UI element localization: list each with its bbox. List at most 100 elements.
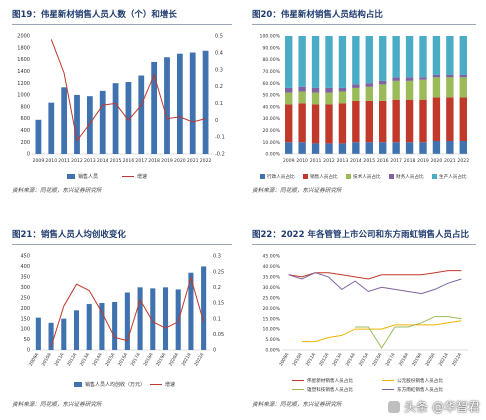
panel-title: 图20：伟星新材销售人员结构占比 bbox=[252, 10, 383, 20]
x-tick-label: 2017 bbox=[135, 158, 147, 164]
bar bbox=[176, 53, 183, 155]
x-tick-label: 2016A bbox=[371, 352, 383, 367]
x-tick-label: 2010A bbox=[41, 352, 53, 367]
x-tick-label: 2013A bbox=[79, 352, 91, 367]
stacked-segment bbox=[379, 142, 387, 154]
legend-swatch bbox=[346, 174, 351, 179]
x-tick-label: 2014 bbox=[97, 158, 109, 164]
x-tick-label: 2011 bbox=[310, 158, 322, 164]
legend-label: 财务人员占比 bbox=[396, 173, 424, 180]
stacked-segment bbox=[311, 143, 320, 154]
stacked-segment bbox=[325, 87, 333, 93]
stacked-segment bbox=[446, 36, 454, 75]
x-tick-label: 2012 bbox=[323, 158, 335, 164]
stacked-segment bbox=[338, 36, 347, 88]
y-tick-label: 30.00% bbox=[262, 285, 280, 291]
x-tick-label: 2015 bbox=[110, 158, 122, 164]
stacked-segment bbox=[459, 36, 467, 75]
y2-tick-label: -0.1 bbox=[215, 135, 225, 141]
stacked-segment bbox=[325, 143, 333, 154]
stacked-segment bbox=[405, 77, 414, 81]
y2-tick-label: 0.05 bbox=[213, 332, 224, 338]
x-tick-label: 2020A bbox=[424, 352, 436, 367]
x-tick-label: 2011 bbox=[58, 158, 70, 164]
y-tick-label: 1200 bbox=[17, 81, 30, 87]
series-line bbox=[355, 316, 462, 349]
bar bbox=[73, 310, 80, 350]
stacked-segment bbox=[446, 74, 454, 78]
stacked-segment bbox=[325, 104, 333, 144]
y-tick-label: 100.00% bbox=[260, 34, 281, 40]
y-tick-label: 1400 bbox=[17, 69, 30, 75]
legend-swatch bbox=[74, 382, 82, 387]
title-divider bbox=[12, 244, 232, 245]
x-tick-label: 2014A bbox=[345, 352, 357, 367]
bar bbox=[35, 317, 41, 350]
y-tick-label: 2000 bbox=[17, 34, 30, 40]
y2-tick-label: 0 bbox=[215, 118, 218, 124]
x-tick-label: 2020 bbox=[174, 158, 186, 164]
y-tick-label: 50 bbox=[24, 337, 30, 343]
stacked-segment bbox=[365, 142, 373, 154]
stacked-segment bbox=[405, 36, 414, 78]
x-tick-label: 2011A bbox=[305, 352, 317, 367]
stacked-segment bbox=[352, 87, 360, 101]
y2-tick-label: 0 bbox=[213, 348, 216, 354]
y-tick-label: 50.00% bbox=[262, 93, 280, 99]
panel-title: 图19：伟星新材销售人员人数（个）和增长 bbox=[12, 10, 177, 20]
stacked-segment bbox=[419, 142, 427, 154]
x-tick-label: 2015A bbox=[358, 352, 370, 367]
x-tick-label: 2017A bbox=[384, 352, 396, 367]
stacked-segment bbox=[285, 142, 293, 154]
stacked-segment bbox=[419, 79, 427, 100]
stacked-segment bbox=[285, 87, 293, 93]
stacked-segment bbox=[365, 86, 373, 101]
stacked-segment bbox=[379, 84, 387, 101]
y2-tick-label: 0.2 bbox=[213, 285, 221, 291]
x-tick-label: 2012A bbox=[318, 352, 330, 367]
watermark: 头条 @华智君 bbox=[388, 398, 480, 415]
x-tick-label: 2021 bbox=[444, 158, 456, 164]
stacked-segment bbox=[311, 36, 320, 88]
y-tick-label: 400 bbox=[20, 264, 30, 270]
stacked-segment bbox=[352, 84, 360, 88]
stacked-segment bbox=[379, 100, 387, 143]
x-tick-label: 2016 bbox=[123, 158, 135, 164]
x-tick-label: 2022A bbox=[193, 352, 205, 367]
x-tick-label: 2010A bbox=[291, 352, 303, 367]
stacked-segment bbox=[285, 36, 293, 88]
stacked-segment bbox=[392, 77, 400, 81]
y-tick-label: 15.00% bbox=[262, 316, 280, 322]
stacked-segment bbox=[352, 36, 360, 85]
x-tick-label: 2013 bbox=[84, 158, 96, 164]
legend-label: 技术人员占比 bbox=[353, 173, 381, 180]
stacked-segment bbox=[338, 103, 347, 144]
title-divider bbox=[252, 244, 476, 245]
x-tick-label: 2011A bbox=[53, 352, 65, 367]
y-tick-label: 40.00% bbox=[262, 104, 280, 110]
bar bbox=[48, 322, 54, 350]
panel-sales-headcount: 图19：伟星新材销售人员人数（个）和增长 0 200 400 600 800 1000 12… bbox=[12, 8, 232, 198]
y-tick-label: 200 bbox=[20, 140, 30, 146]
title-divider bbox=[12, 24, 232, 25]
x-tick-label: 2021A bbox=[438, 352, 450, 367]
source-note: 资料来源：同花顺，东兴证券研究所 bbox=[252, 402, 342, 408]
source-note: 资料来源：同花顺，东兴证券研究所 bbox=[12, 402, 102, 408]
y-tick-label: 20.00% bbox=[262, 306, 280, 312]
x-tick-label: 2009A bbox=[28, 352, 40, 367]
series-line bbox=[288, 270, 462, 280]
stacked-segment bbox=[432, 97, 441, 142]
panel-title: 图21：销售人员人均创收变化 bbox=[12, 230, 126, 240]
x-tick-label: 2017 bbox=[390, 158, 402, 164]
stacked-segment bbox=[446, 77, 454, 98]
bar bbox=[151, 61, 158, 154]
legend-swatch bbox=[303, 174, 308, 179]
bar bbox=[137, 287, 143, 350]
bar bbox=[61, 318, 67, 350]
y2-tick-label: 0.2 bbox=[215, 84, 223, 90]
y2-tick-label: 0.5 bbox=[215, 34, 223, 40]
stacked-segment bbox=[311, 87, 320, 93]
stacked-segment bbox=[459, 74, 467, 78]
series-line bbox=[288, 272, 462, 295]
bar bbox=[164, 57, 170, 154]
